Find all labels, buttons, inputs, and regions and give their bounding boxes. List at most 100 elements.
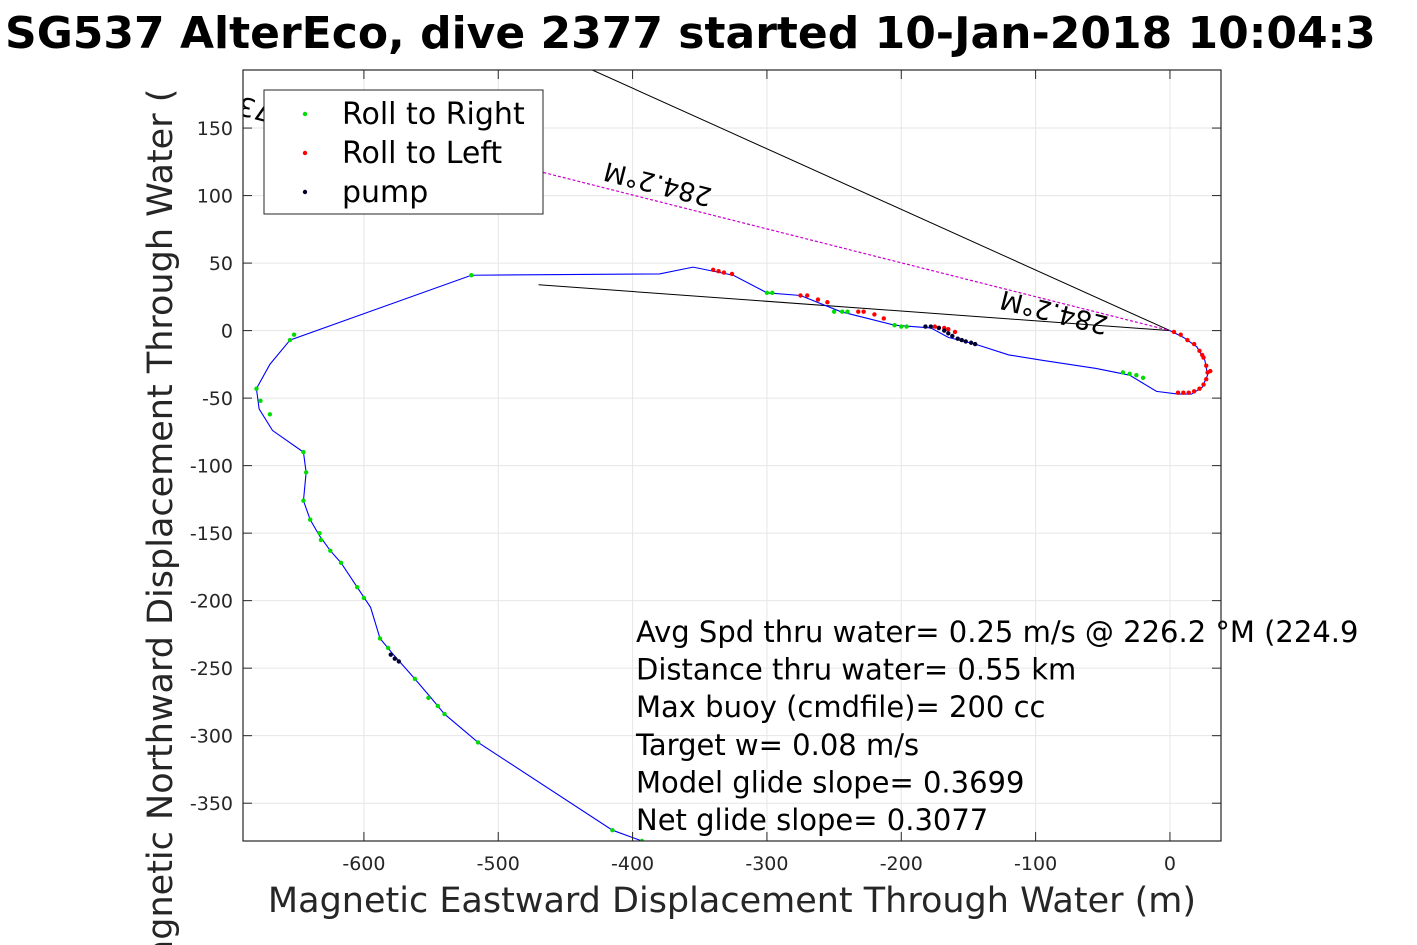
roll-left-point: [1208, 368, 1213, 374]
current-line: [538, 170, 1171, 332]
pump-point: [928, 324, 934, 329]
roll-right-point: [892, 322, 897, 328]
legend-marker-roll-right: [302, 111, 308, 117]
roll-right-point: [845, 309, 850, 314]
roll-left-point: [1191, 389, 1197, 394]
roll-right-point: [301, 498, 306, 503]
roll-right-point: [303, 470, 309, 475]
roll-right-point: [258, 398, 263, 404]
roll-right-point: [1134, 372, 1139, 378]
info-line: Target w= 0.08 m/s: [635, 728, 919, 762]
roll-left-point: [1204, 377, 1209, 382]
info-line: Avg Spd thru water= 0.25 m/s @ 226.2 °M …: [636, 615, 1358, 649]
legend-label-roll-left: Roll to Left: [342, 136, 502, 171]
roll-right-point: [1140, 375, 1146, 381]
roll-right-point: [377, 636, 383, 641]
roll-left-point: [716, 268, 721, 274]
grid: [243, 70, 1221, 841]
y-tick-label: -50: [202, 388, 233, 410]
y-tick-label: -250: [190, 658, 233, 680]
roll-left-point: [1181, 390, 1186, 395]
roll-left-point: [1191, 341, 1197, 347]
x-tick-label: 0: [1164, 853, 1176, 875]
roll-left-point: [946, 327, 951, 332]
roll-right-point: [354, 584, 360, 590]
roll-left-point: [710, 267, 716, 273]
roll-right-point: [287, 337, 293, 343]
roll-right-point: [469, 273, 474, 278]
roll-right-point: [254, 386, 259, 391]
roll-left-point: [1171, 329, 1177, 335]
roll-right-point: [317, 530, 322, 536]
roll-right-point: [610, 827, 615, 833]
track-line: [255, 266, 1209, 841]
roll-left-point: [815, 297, 821, 302]
roll-right-point: [475, 740, 481, 745]
info-text: Avg Spd thru water= 0.25 m/s @ 226.2 °M …: [635, 615, 1358, 837]
points-layer: [254, 267, 1213, 841]
roll-left-point: [798, 293, 803, 298]
roll-left-point: [952, 329, 958, 335]
roll-left-point: [1197, 386, 1202, 391]
roll-right-point: [770, 290, 775, 295]
legend-label-pump: pump: [342, 175, 428, 210]
y-tick-label: -100: [190, 456, 233, 478]
pump-point: [942, 328, 947, 333]
pump-point: [388, 652, 393, 657]
y-tick-label: 50: [209, 253, 233, 275]
y-tick-label: 150: [197, 118, 233, 140]
pump-point: [936, 325, 942, 331]
roll-right-point: [442, 711, 447, 717]
roll-left-point: [805, 293, 810, 298]
roll-right-point: [904, 324, 909, 329]
roll-right-point: [1120, 370, 1126, 375]
roll-left-point: [729, 271, 735, 277]
pump-point: [946, 331, 951, 336]
reference-line: [592, 70, 1171, 332]
pump-point: [950, 333, 955, 339]
pump-point: [923, 324, 928, 329]
reference-line: [538, 284, 1170, 332]
chart-title: SG537 AlterEco, dive 2377 started 10-Jan…: [5, 8, 1376, 59]
track-layer: [255, 266, 1209, 841]
ticks: -600 -500 -400 -300 -200 -100 0-350-300-250-20…: [190, 70, 1221, 875]
roll-left-point: [825, 300, 830, 305]
roll-left-point: [1197, 348, 1202, 354]
pump-point: [959, 337, 964, 343]
roll-right-point: [1127, 371, 1132, 377]
roll-left-point: [932, 324, 938, 329]
roll-right-point: [899, 324, 904, 329]
roll-right-point: [764, 290, 770, 295]
roll-left-point: [856, 309, 861, 314]
roll-right-point: [361, 595, 367, 601]
y-tick-label: 0: [221, 321, 233, 343]
roll-left-point: [881, 316, 887, 321]
roll-left-point: [1199, 352, 1205, 358]
legend-marker-pump: [302, 189, 308, 195]
roll-right-point: [338, 560, 344, 566]
y-axis-label: Magnetic Northward Displacement Through …: [141, 89, 181, 945]
legend-marker-roll-left: [302, 150, 308, 156]
info-line: Max buoy (cmdfile)= 200 cc: [636, 690, 1045, 724]
pump-point: [972, 341, 978, 347]
roll-left-point: [1201, 382, 1206, 387]
roll-right-point: [412, 676, 418, 682]
pump-point: [392, 656, 398, 661]
x-tick-label: -300: [745, 853, 788, 875]
roll-left-point: [1185, 337, 1190, 343]
roll-right-point: [839, 309, 845, 314]
x-tick-label: -200: [880, 853, 923, 875]
x-axis-label: Magnetic Eastward Displacement Through W…: [268, 881, 1196, 921]
roll-right-point: [831, 309, 837, 314]
y-tick-label: -300: [190, 726, 233, 748]
legend-box: [263, 89, 544, 215]
x-tick-label: -500: [477, 853, 520, 875]
y-tick-label: 100: [197, 186, 233, 208]
roll-left-point: [1204, 363, 1209, 368]
roll-right-point: [435, 703, 440, 709]
roll-left-point: [872, 312, 877, 317]
roll-left-point: [1175, 390, 1181, 395]
roll-right-point: [267, 412, 273, 417]
roll-right-point: [291, 332, 297, 337]
